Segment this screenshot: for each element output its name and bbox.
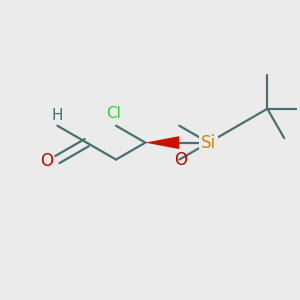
Text: Cl: Cl xyxy=(106,106,121,121)
Polygon shape xyxy=(145,136,179,149)
Text: H: H xyxy=(52,108,63,123)
Text: O: O xyxy=(40,152,53,170)
Text: Si: Si xyxy=(201,134,216,152)
Text: O: O xyxy=(174,152,187,169)
